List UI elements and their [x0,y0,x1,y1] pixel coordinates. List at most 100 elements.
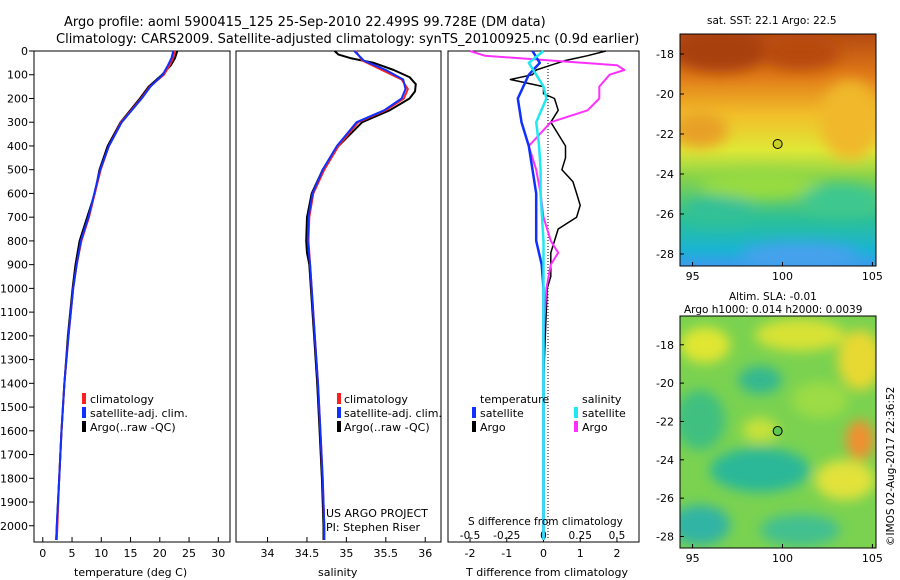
depth-tick-label: 100 [7,69,28,82]
depth-tick-label: 2000 [0,520,28,533]
series-line-climatology [55,50,176,541]
depth-tick-label: 1400 [0,377,28,390]
sla-map-title: Altim. SLA: -0.01 [729,291,817,303]
temperature-legend: climatology satellite-adj. clim. Argo(..… [82,393,188,434]
t-difference-axis-label: T difference from climatology [465,566,628,579]
series-line-climatology [307,50,409,540]
legend-label-satellite: satellite-adj. clim. [344,407,442,420]
argo-position-marker [772,139,783,149]
depth-tick-label: 200 [7,92,28,105]
salinity-tick-label: 34 [261,547,275,560]
depth-tick-label: 800 [7,235,28,248]
sla-map-lon-label: 100 [772,552,793,565]
imos-watermark: ©IMOS 02-Aug-2017 22:36:52 [885,387,897,546]
s-difference-tick-label: 0.25 [569,530,592,542]
legend-swatch-temp-satellite [472,407,476,418]
temperature-tick-label: 15 [124,547,138,560]
sla-field-patches [680,319,876,546]
argo-position-marker [772,426,783,437]
legend-label-temp-satellite: satellite [480,407,524,420]
series-line-temp-argo [509,50,607,540]
salinity-legend: climatology satellite-adj. clim. Argo(..… [337,393,442,434]
temperature-x-axis: 0 5 10 15 20 25 30 [39,537,225,560]
difference-legend: temperature salinity satellite Argo sate… [472,393,626,434]
temperature-tick-label: 0 [39,547,46,560]
depth-tick-label: 500 [7,164,28,177]
legend-label-climatology: climatology [344,393,408,406]
depth-tick-label: 900 [7,259,28,272]
legend-swatch-sal-argo [574,421,578,432]
difference-x-axis: -2 -1 0 1 2-0.5 -0.25 0 0.25 0.5 [460,530,626,560]
salinity-plot-frame [235,50,442,543]
difference-tick-label: 1 [577,547,584,560]
difference-tick-label: -1 [501,547,512,560]
pi-annotation: PI: Stephen Riser [326,521,421,534]
legend-label-climatology: climatology [90,393,154,406]
sla-map-lat-label: -22 [656,415,674,428]
legend-swatch-argo [82,421,86,432]
sla-map-axes: 95 100 105 -18 -20 -22 -24 -26 -28 [656,339,883,565]
sla-map-lat-label: -18 [656,339,674,352]
s-difference-tick-label: 0.5 [609,530,626,542]
sla-map: Altim. SLA: -0.01 Argo h1000: 0.014 h200… [656,291,883,565]
depth-tick-label: 1800 [0,472,28,485]
salinity-profile-panel: 34 34.5 35 35.5 36 salinity climatology sate… [235,50,442,579]
sla-map-frame [679,315,877,549]
sla-map-lat-label: -26 [656,492,674,505]
sst-field-patches [680,34,876,266]
legend-swatch-argo [337,421,341,432]
depth-axis: 0 100 200 300 400 500 600 700 800 900 1000 1100 1200… [0,45,34,533]
temperature-plot-frame [33,50,231,543]
temperature-tick-label: 25 [182,547,196,560]
sst-map-lat-label: -26 [656,208,674,221]
depth-tick-label: 600 [7,187,28,200]
difference-profile-panel: -2 -1 0 1 2-0.5 -0.25 0 0.25 0.5 S difference fr… [447,50,640,579]
legend-swatch-climatology [82,393,86,404]
sst-map-lat-label: -28 [656,248,674,261]
sst-map: sat. SST: 22.1 Argo: 22.5 95 100 105 -18 -20… [656,15,883,283]
sla-map-lon-label: 105 [862,552,883,565]
salinity-x-axis: 34 34.5 35 35.5 36 [261,537,432,560]
temperature-axis-label: temperature (deg C) [74,566,187,579]
series-line-sal-satellite [527,50,548,540]
temperature-series [55,50,179,541]
salinity-tick-label: 35.5 [374,547,399,560]
sla-map-lat-label: -24 [656,454,674,467]
temperature-tick-label: 10 [94,547,108,560]
depth-tick-label: 700 [7,211,28,224]
difference-tick-label: 0 [540,547,547,560]
series-line-temp-satellite [516,50,545,540]
legend-swatch-satellite [82,407,86,418]
sst-map-lon-label: 95 [686,270,700,283]
sla-map-lat-label: -28 [656,530,674,543]
figure-title-line1: Argo profile: aoml 5900415_125 25-Sep-20… [64,15,546,30]
sst-map-axes: 95 100 105 -18 -20 -22 -24 -26 -28 [656,48,883,283]
salinity-series [305,50,417,540]
difference-tick-label: -2 [465,547,476,560]
sst-map-frame [679,33,877,267]
temperature-profile-panel: 0100200300400500600700800900100011001200… [0,45,231,579]
legend-label-sal-argo: Argo [582,421,608,434]
figure-title-line2: Climatology: CARS2009. Satellite-adjuste… [56,32,639,47]
depth-tick-label: 1100 [0,306,28,319]
temperature-tick-label: 5 [69,547,76,560]
legend-label-satellite: satellite-adj. clim. [90,407,188,420]
series-line-satellite [306,50,407,540]
difference-tick-label: 2 [613,547,620,560]
legend-swatch-temp-argo [472,421,476,432]
series-line-argo [55,50,179,541]
salinity-axis-label: salinity [318,566,358,579]
depth-tick-label: 1500 [0,401,28,414]
legend-title-temperature: temperature [480,393,549,406]
sla-map-lon-label: 95 [686,552,700,565]
legend-swatch-climatology [337,393,341,404]
legend-swatch-sal-satellite [574,407,578,418]
depth-tick-label: 1200 [0,330,28,343]
salinity-tick-label: 36 [418,547,432,560]
depth-tick-label: 1000 [0,282,28,295]
depth-tick-label: 0 [21,45,28,58]
legend-label-argo: Argo(..raw -QC) [344,421,430,434]
sst-map-lat-label: -18 [656,48,674,61]
depth-tick-label: 400 [7,140,28,153]
